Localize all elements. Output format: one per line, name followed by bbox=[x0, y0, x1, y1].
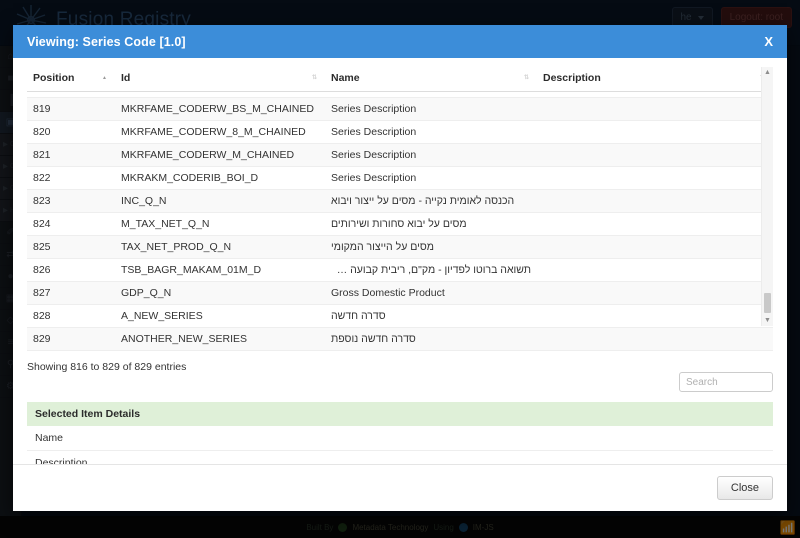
modal-footer: Close bbox=[13, 464, 787, 511]
cell-position: 827 bbox=[27, 281, 115, 305]
table-row[interactable]: 822 MKRAKM_CODERIB_BOI_D Series Descriptio… bbox=[27, 166, 773, 190]
cell-position: 828 bbox=[27, 304, 115, 328]
cell-id: TSB_BAGR_MAKAM_01M_D bbox=[115, 258, 325, 282]
cell-description bbox=[537, 327, 773, 351]
close-icon[interactable]: X bbox=[764, 34, 773, 49]
cell-position: 823 bbox=[27, 189, 115, 213]
cell-id: M_TAX_NET_Q_N bbox=[115, 212, 325, 236]
data-table-body: 816MKRFAME_CODERW_BS_M_SASeries Descript… bbox=[27, 92, 773, 351]
cell-position: 818 bbox=[27, 92, 115, 98]
details-panel-header: Selected Item Details bbox=[27, 402, 773, 426]
cell-description bbox=[537, 92, 773, 98]
cell-position: 825 bbox=[27, 235, 115, 259]
cell-name: Series Description bbox=[325, 166, 537, 190]
cell-description bbox=[537, 304, 773, 328]
table-row[interactable]: 826 TSB_BAGR_MAKAM_01M_D תשואה ברוטו לפדיו… bbox=[27, 258, 773, 282]
table-row[interactable]: 825 TAX_NET_PROD_Q_N מסים על הייצור המקומי bbox=[27, 235, 773, 259]
cell-name: הכנסה לאומית נקייה - מסים על ייצור ויבוא bbox=[325, 189, 537, 213]
series-code-modal: Viewing: Series Code [1.0] X Position Id… bbox=[13, 25, 787, 511]
selected-item-details-panel: Selected Item Details Name Description bbox=[27, 402, 773, 464]
cell-name: מסים על יבוא סחורות ושירותים bbox=[325, 212, 537, 236]
cell-position: 829 bbox=[27, 327, 115, 351]
table-scrollbar[interactable]: ▲ ▼ bbox=[761, 67, 773, 326]
table-header-row: Position Id Name Description bbox=[27, 67, 773, 92]
column-header-name[interactable]: Name bbox=[325, 67, 537, 92]
cell-name: סדרה חדשה bbox=[325, 304, 537, 328]
data-table: Position Id Name Description 816MKRFAME_… bbox=[27, 67, 773, 351]
cell-name: Series Description bbox=[325, 97, 537, 121]
cell-description bbox=[537, 235, 773, 259]
table-row[interactable]: 828 A_NEW_SERIES סדרה חדשה bbox=[27, 304, 773, 328]
cell-name: Series Description bbox=[325, 92, 537, 98]
table-row[interactable]: 818MKRFAME_CODERW_8_at_FRN_M_CHAINEDSeri… bbox=[27, 92, 773, 98]
scrollbar-thumb[interactable] bbox=[764, 293, 771, 313]
cell-description bbox=[537, 212, 773, 236]
scroll-down-arrow-icon[interactable]: ▼ bbox=[764, 317, 771, 324]
cell-id: INC_Q_N bbox=[115, 189, 325, 213]
cell-id: MKRFAME_CODERW_M_CHAINED bbox=[115, 143, 325, 167]
table-scroll-region[interactable]: 816MKRFAME_CODERW_BS_M_SASeries Descript… bbox=[27, 92, 773, 351]
cell-position: 826 bbox=[27, 258, 115, 282]
table-body: 816MKRFAME_CODERW_BS_M_SASeries Descript… bbox=[27, 92, 773, 351]
entries-info: Showing 816 to 829 of 829 entries bbox=[27, 361, 187, 373]
cell-description bbox=[537, 258, 773, 282]
cell-description bbox=[537, 189, 773, 213]
table-row[interactable]: 827 GDP_Q_N Gross Domestic Product bbox=[27, 281, 773, 305]
cell-id: ANOTHER_NEW_SERIES bbox=[115, 327, 325, 351]
column-header-id[interactable]: Id bbox=[115, 67, 325, 92]
cell-position: 819 bbox=[27, 97, 115, 121]
cell-position: 820 bbox=[27, 120, 115, 144]
column-header-position[interactable]: Position bbox=[27, 67, 115, 92]
cell-id: MKRAKM_CODERIB_BOI_D bbox=[115, 166, 325, 190]
cell-name: Series Description bbox=[325, 143, 537, 167]
cell-position: 824 bbox=[27, 212, 115, 236]
cell-description bbox=[537, 143, 773, 167]
cell-id: MKRFAME_CODERW_BS_M_CHAINED bbox=[115, 97, 325, 121]
cell-description bbox=[537, 97, 773, 121]
search-input[interactable] bbox=[679, 372, 773, 392]
cell-name: מסים על הייצור המקומי bbox=[325, 235, 537, 259]
table-row[interactable]: 820 MKRFAME_CODERW_8_M_CHAINED Series Desc… bbox=[27, 120, 773, 144]
detail-row-name: Name bbox=[27, 426, 773, 451]
modal-title: Viewing: Series Code [1.0] bbox=[27, 34, 186, 49]
cell-name: Gross Domestic Product bbox=[325, 281, 537, 305]
cell-id: MKRFAME_CODERW_8_M_CHAINED bbox=[115, 120, 325, 144]
scroll-up-arrow-icon[interactable]: ▲ bbox=[764, 69, 771, 76]
table-row[interactable]: 821 MKRFAME_CODERW_M_CHAINED Series Descri… bbox=[27, 143, 773, 167]
close-button[interactable]: Close bbox=[716, 476, 773, 500]
cell-description bbox=[537, 120, 773, 144]
cell-name: תשואה ברוטו לפדיון - מק"ם, ריבית קבועה 1… bbox=[325, 258, 537, 282]
column-header-description[interactable]: Description bbox=[537, 67, 773, 92]
data-table-header: Position Id Name Description bbox=[27, 67, 773, 92]
table-row[interactable]: 823 INC_Q_N הכנסה לאומית נקייה - מסים על י… bbox=[27, 189, 773, 213]
table-footer: Showing 816 to 829 of 829 entries bbox=[27, 351, 773, 392]
cell-name: Series Description bbox=[325, 120, 537, 144]
detail-row-description: Description bbox=[27, 451, 773, 464]
table-row[interactable]: 819 MKRFAME_CODERW_BS_M_CHAINED Series Des… bbox=[27, 97, 773, 121]
modal-header: Viewing: Series Code [1.0] X bbox=[13, 25, 787, 58]
cell-id: TAX_NET_PROD_Q_N bbox=[115, 235, 325, 259]
cell-id: MKRFAME_CODERW_8_at_FRN_M_CHAINED bbox=[115, 92, 325, 98]
modal-body: Position Id Name Description 816MKRFAME_… bbox=[13, 58, 787, 464]
cell-position: 822 bbox=[27, 166, 115, 190]
cell-description bbox=[537, 166, 773, 190]
cell-position: 821 bbox=[27, 143, 115, 167]
cell-id: GDP_Q_N bbox=[115, 281, 325, 305]
cell-description bbox=[537, 281, 773, 305]
table-row[interactable]: 824 M_TAX_NET_Q_N מסים על יבוא סחורות ושיר… bbox=[27, 212, 773, 236]
cell-name: סדרה חדשה נוספת bbox=[325, 327, 537, 351]
cell-id: A_NEW_SERIES bbox=[115, 304, 325, 328]
table-row[interactable]: 829 ANOTHER_NEW_SERIES סדרה חדשה נוספת bbox=[27, 327, 773, 351]
